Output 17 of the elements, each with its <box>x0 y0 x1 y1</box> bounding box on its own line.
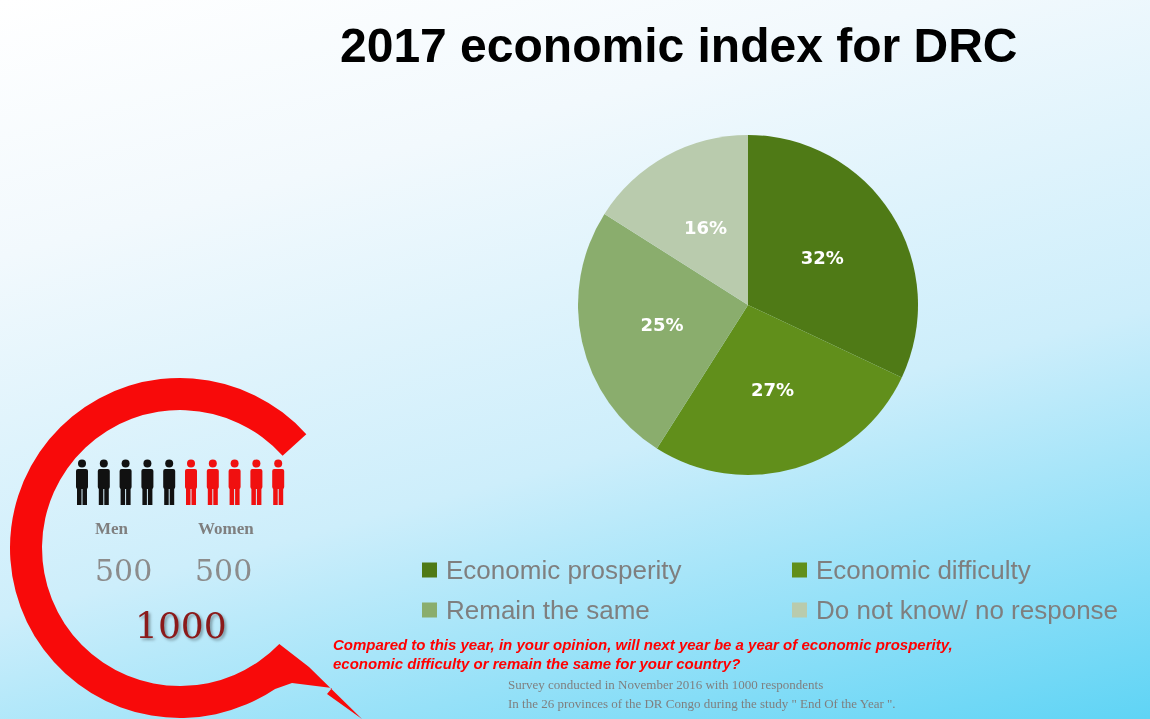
text: 500 <box>195 553 253 588</box>
data-label: 27% <box>751 379 795 401</box>
legend-label: Do not know/ no response <box>816 595 1119 625</box>
legend-label: Remain the same <box>446 595 650 625</box>
data-label: 16% <box>684 217 728 239</box>
text: Women <box>198 519 254 539</box>
legend-label: Economic prosperity <box>446 555 682 585</box>
text: Survey conducted in November 2016 with 1000 respondents <box>508 677 824 693</box>
text: 1000 <box>135 605 227 646</box>
chart-title: 2017 economic index for DRC <box>340 18 1018 72</box>
data-label: 25% <box>640 313 684 335</box>
text: In the 26 provinces of the DR Congo during the study " End Of the Year ". <box>508 696 896 712</box>
text: 500 <box>95 553 153 588</box>
text: Men <box>95 519 129 539</box>
text: Compared to this year, in your opinion, will next year be a year of economic prosperity, economic difficulty or remain the same for your country? <box>333 635 954 673</box>
data-label: 32% <box>800 247 844 269</box>
legend-label: Economic difficulty <box>816 555 1031 585</box>
